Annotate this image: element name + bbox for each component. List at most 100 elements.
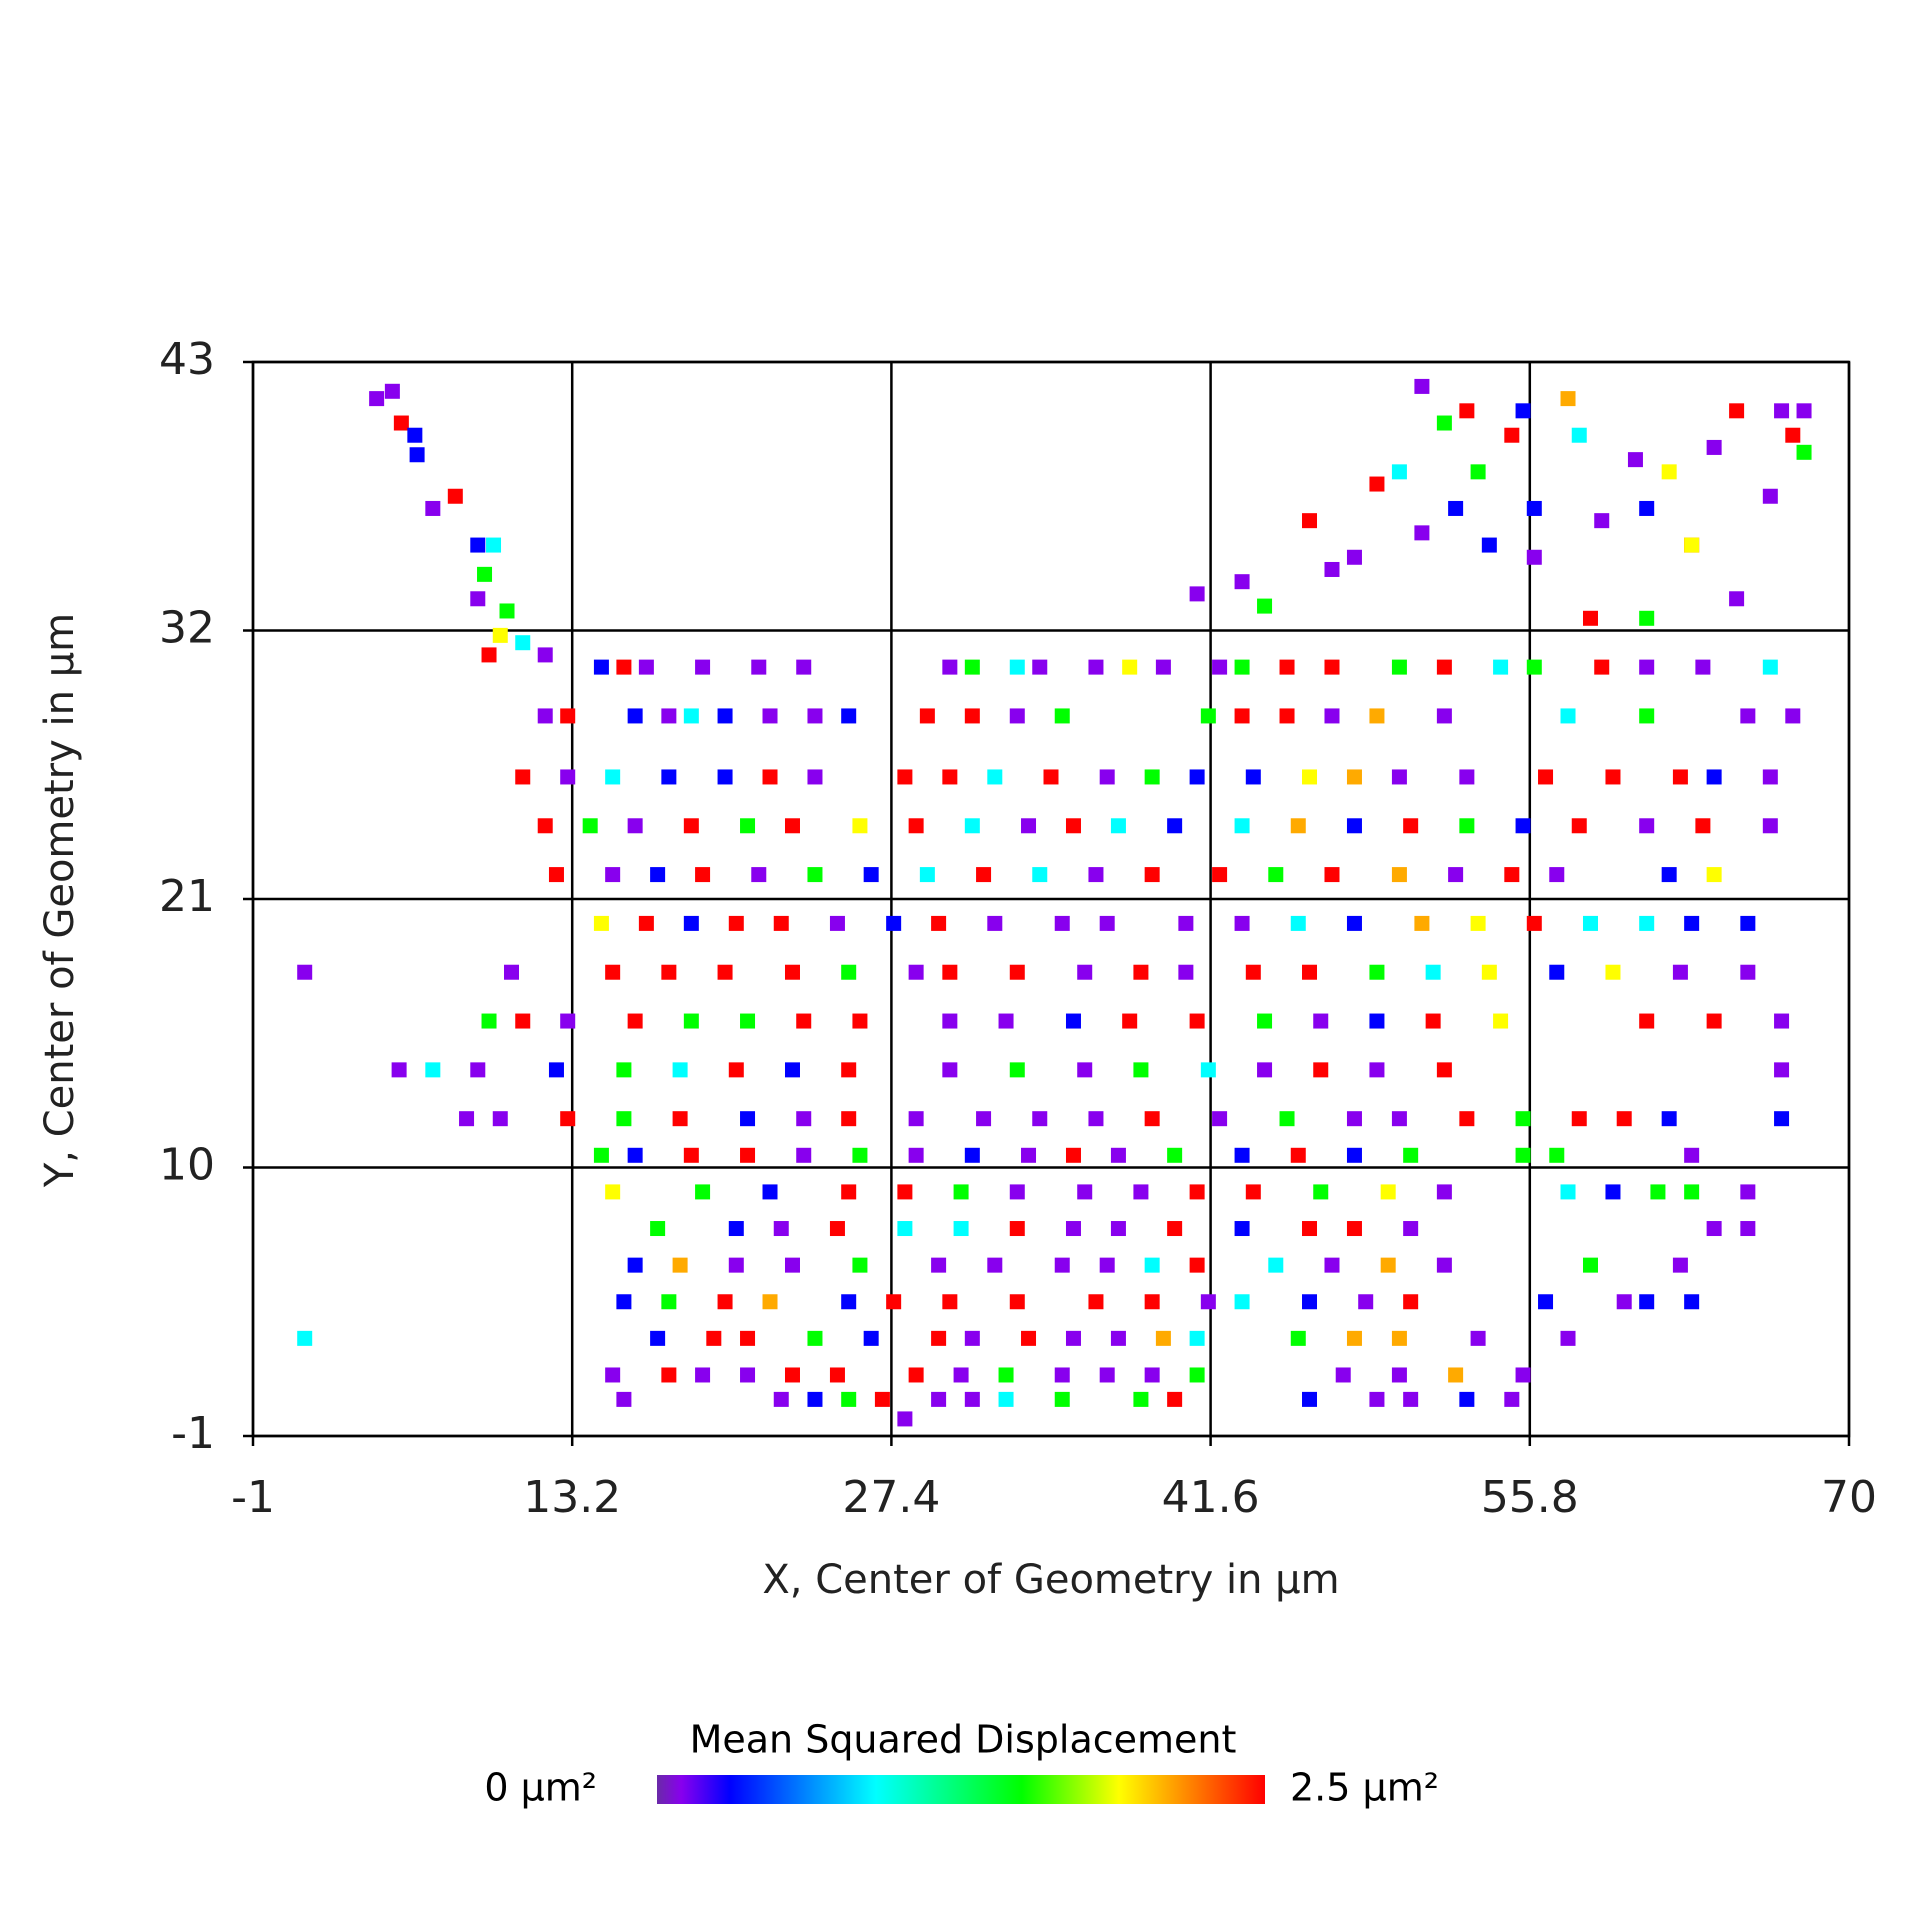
cell — [1448, 867, 1464, 883]
cell — [409, 447, 425, 463]
cell — [717, 708, 733, 724]
y-tick-label: 21 — [159, 871, 215, 922]
cell — [1054, 1391, 1070, 1407]
colorbar — [657, 1775, 1265, 1804]
cell — [1403, 1294, 1419, 1310]
cell — [1391, 1330, 1407, 1346]
cell — [1302, 1294, 1318, 1310]
cell — [1200, 1062, 1216, 1078]
cell — [537, 818, 553, 834]
cell — [919, 708, 935, 724]
cell — [1234, 1294, 1250, 1310]
cell — [1290, 1330, 1306, 1346]
cell — [1021, 818, 1037, 834]
cell — [1065, 1013, 1081, 1029]
colorbar-title: Mean Squared Displacement — [690, 1718, 1237, 1762]
cell — [1009, 708, 1025, 724]
cell — [1436, 415, 1452, 431]
cell — [593, 1147, 609, 1163]
cell — [1189, 1330, 1205, 1346]
cell — [537, 708, 553, 724]
cell — [1346, 1147, 1362, 1163]
cell — [1144, 1111, 1160, 1127]
cell — [964, 1391, 980, 1407]
cell — [627, 1257, 643, 1273]
cell — [728, 1062, 744, 1078]
cell — [762, 1294, 778, 1310]
cell — [1290, 818, 1306, 834]
cell — [1122, 1013, 1138, 1029]
cell — [1032, 659, 1048, 675]
cell — [1189, 1184, 1205, 1200]
cell — [953, 1367, 969, 1383]
cell — [1774, 1062, 1790, 1078]
colorbar-label: 0 µm² — [484, 1766, 597, 1810]
cell — [1290, 1147, 1306, 1163]
cell — [1796, 444, 1812, 460]
cell — [998, 1013, 1014, 1029]
cell — [1627, 452, 1643, 468]
cell — [537, 647, 553, 663]
cell — [1335, 1367, 1351, 1383]
cell — [1459, 1391, 1475, 1407]
cell — [1639, 500, 1655, 516]
cell — [1234, 574, 1250, 590]
cell — [1549, 867, 1565, 883]
cell — [1706, 867, 1722, 883]
cell — [796, 659, 812, 675]
cell — [1391, 464, 1407, 480]
cell — [627, 818, 643, 834]
cell — [1212, 867, 1228, 883]
cell — [762, 1184, 778, 1200]
cell — [1661, 867, 1677, 883]
cell — [863, 867, 879, 883]
cell — [1425, 964, 1441, 980]
cell — [964, 1147, 980, 1163]
cell — [1594, 659, 1610, 675]
colorbar-label: 2.5 µm² — [1290, 1766, 1439, 1810]
cell — [297, 1330, 313, 1346]
cell — [1346, 915, 1362, 931]
cell — [1706, 1221, 1722, 1237]
cell — [1065, 1330, 1081, 1346]
cell — [942, 659, 958, 675]
cell — [486, 537, 502, 553]
cell — [695, 867, 711, 883]
cell — [1302, 513, 1318, 529]
cell — [807, 1391, 823, 1407]
cell — [751, 659, 767, 675]
cell — [1515, 818, 1531, 834]
x-tick-label: -1 — [231, 1472, 275, 1523]
cell — [1515, 1147, 1531, 1163]
cell — [796, 1013, 812, 1029]
cell — [740, 1013, 756, 1029]
cell — [1481, 964, 1497, 980]
cell — [942, 964, 958, 980]
cell — [1189, 1013, 1205, 1029]
cell — [1470, 1330, 1486, 1346]
cell — [650, 1221, 666, 1237]
cell — [1391, 769, 1407, 785]
y-tick-label: -1 — [171, 1408, 215, 1459]
cell — [672, 1062, 688, 1078]
cell — [773, 915, 789, 931]
cell — [1313, 1184, 1329, 1200]
cell — [1436, 708, 1452, 724]
cell — [1234, 818, 1250, 834]
cell — [1380, 1184, 1396, 1200]
cell — [1571, 818, 1587, 834]
cell — [1054, 1257, 1070, 1273]
cell — [477, 566, 493, 582]
cell — [492, 627, 508, 643]
cell — [1009, 1062, 1025, 1078]
cell — [492, 1111, 508, 1127]
cell — [919, 867, 935, 883]
cell — [784, 1257, 800, 1273]
cell — [1706, 1013, 1722, 1029]
cell — [1740, 915, 1756, 931]
cell — [605, 1367, 621, 1383]
cell — [560, 1111, 576, 1127]
cell — [1616, 1111, 1632, 1127]
cell — [852, 818, 868, 834]
cell — [515, 769, 531, 785]
